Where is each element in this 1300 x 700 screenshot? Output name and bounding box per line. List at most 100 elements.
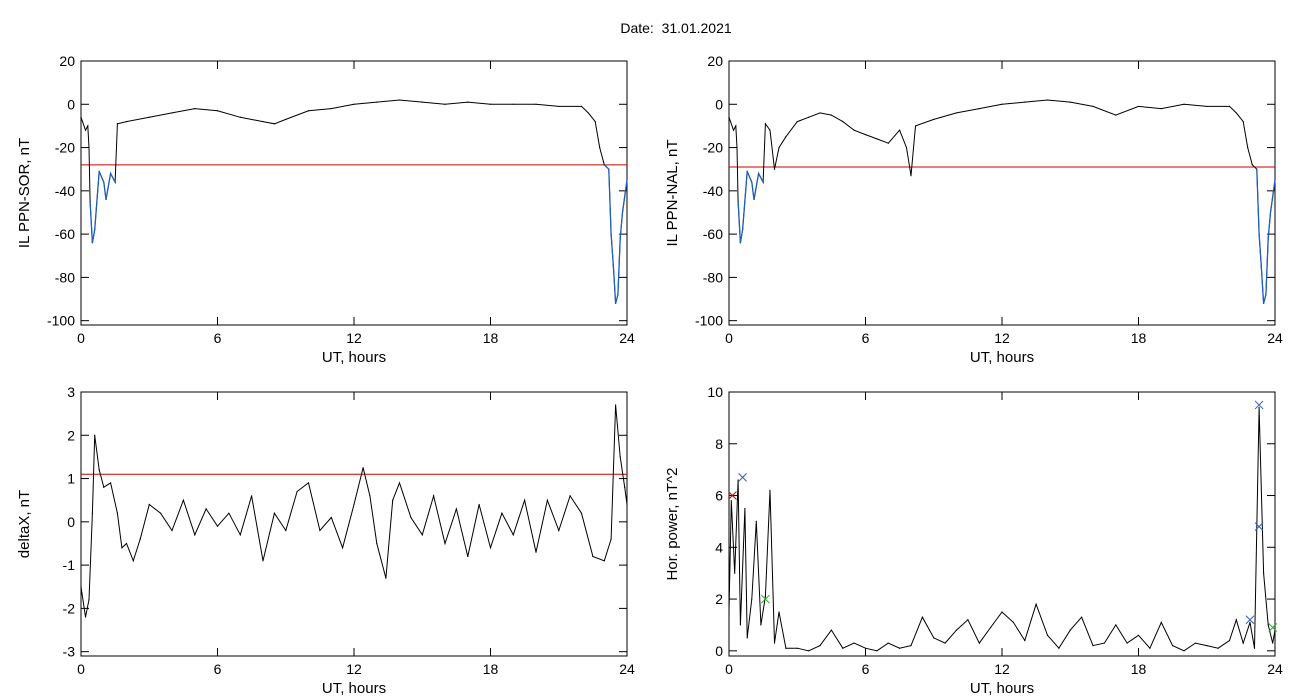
data-point bbox=[624, 486, 626, 488]
below-threshold-segment bbox=[89, 171, 116, 243]
data-point bbox=[524, 499, 526, 501]
data-point bbox=[84, 129, 87, 131]
data-point bbox=[171, 112, 173, 114]
x-tick-label: 6 bbox=[214, 661, 222, 677]
x-marker bbox=[728, 491, 737, 500]
data-point bbox=[1092, 645, 1094, 647]
data-point bbox=[307, 482, 310, 484]
data-point bbox=[626, 503, 628, 506]
series-line-1 bbox=[728, 99, 1276, 304]
data-point bbox=[228, 512, 230, 514]
x-tick-label: 12 bbox=[346, 330, 362, 346]
data-point bbox=[467, 101, 469, 103]
data-point bbox=[887, 642, 889, 644]
plot-frame bbox=[80, 391, 628, 657]
data-point bbox=[148, 503, 150, 506]
data-point bbox=[330, 516, 332, 519]
x-tick-label: 0 bbox=[77, 330, 85, 346]
data-point bbox=[1058, 647, 1060, 649]
data-point bbox=[1046, 99, 1049, 101]
data-point bbox=[262, 560, 264, 562]
data-point bbox=[755, 520, 757, 523]
y-tick-label: 4 bbox=[715, 539, 723, 555]
data-point bbox=[876, 138, 878, 140]
data-point bbox=[732, 129, 735, 131]
data-point bbox=[80, 116, 82, 118]
data-point bbox=[887, 142, 889, 144]
y-tick-label: -1 bbox=[63, 557, 76, 573]
x-marker bbox=[761, 594, 770, 604]
data-point bbox=[842, 647, 844, 649]
data-point bbox=[535, 551, 537, 553]
data-point bbox=[876, 650, 878, 652]
data-point bbox=[864, 647, 867, 649]
data-point bbox=[444, 542, 446, 545]
data-point bbox=[116, 512, 118, 514]
data-point bbox=[558, 529, 560, 532]
data-point bbox=[501, 512, 503, 514]
data-point bbox=[580, 512, 583, 514]
x-marker-stroke bbox=[728, 491, 737, 500]
data-point bbox=[730, 500, 732, 502]
data-point bbox=[273, 123, 275, 125]
data-point bbox=[764, 595, 767, 598]
data-point bbox=[512, 103, 514, 105]
y-tick-label: 1 bbox=[67, 471, 75, 487]
x-tick-label: 18 bbox=[483, 661, 499, 677]
data-point bbox=[125, 542, 128, 545]
data-point bbox=[1001, 103, 1003, 105]
y-tick-label: 8 bbox=[715, 436, 723, 452]
data-point bbox=[296, 490, 298, 493]
series-line-1 bbox=[80, 404, 628, 618]
data-point bbox=[353, 103, 355, 105]
y-tick-label: 0 bbox=[67, 514, 75, 530]
data-point bbox=[467, 555, 469, 558]
y-tick-label: -60 bbox=[55, 226, 75, 242]
data-point bbox=[933, 118, 935, 121]
data-point bbox=[1242, 120, 1244, 123]
data-point bbox=[921, 616, 923, 618]
data-point bbox=[392, 499, 394, 501]
data-point bbox=[610, 538, 612, 540]
y-tick-label: -100 bbox=[47, 313, 75, 329]
data-point bbox=[94, 434, 96, 436]
y-tick-label: -40 bbox=[703, 183, 723, 199]
y-tick-label: 20 bbox=[59, 53, 75, 69]
data-point bbox=[1253, 647, 1256, 649]
data-point bbox=[778, 611, 780, 613]
data-point bbox=[489, 103, 492, 105]
data-point bbox=[1035, 603, 1037, 605]
data-point bbox=[1267, 624, 1269, 626]
data-point bbox=[1069, 629, 1071, 631]
data-point bbox=[1137, 105, 1140, 108]
x-tick-label: 0 bbox=[725, 330, 733, 346]
data-point bbox=[914, 125, 917, 127]
data-point bbox=[769, 129, 771, 131]
data-point bbox=[1024, 101, 1026, 103]
data-point bbox=[1251, 164, 1253, 166]
data-point bbox=[773, 168, 776, 170]
x-axis-label: UT, hours bbox=[970, 680, 1034, 697]
data-point bbox=[1242, 642, 1244, 644]
data-point bbox=[116, 123, 118, 125]
data-point bbox=[1235, 112, 1237, 114]
data-point bbox=[910, 175, 912, 177]
x-tick-label: 18 bbox=[1131, 330, 1147, 346]
data-point bbox=[990, 626, 992, 629]
data-point bbox=[760, 624, 762, 626]
data-point bbox=[121, 547, 123, 549]
data-point bbox=[319, 529, 321, 532]
data-point bbox=[160, 512, 162, 514]
chart-panel-1: 0 6 12 18 24 20 0 -20 -40 -60 -80 -100 UT, hours IL P… bbox=[16, 53, 635, 366]
data-point bbox=[773, 642, 776, 644]
x-marker bbox=[1268, 623, 1278, 632]
data-point bbox=[728, 116, 730, 118]
data-point bbox=[546, 499, 548, 501]
data-point bbox=[853, 129, 855, 131]
y-tick-label: -3 bbox=[63, 644, 76, 660]
data-point bbox=[603, 560, 605, 562]
data-point bbox=[1024, 639, 1026, 642]
x-marker bbox=[1254, 522, 1264, 531]
